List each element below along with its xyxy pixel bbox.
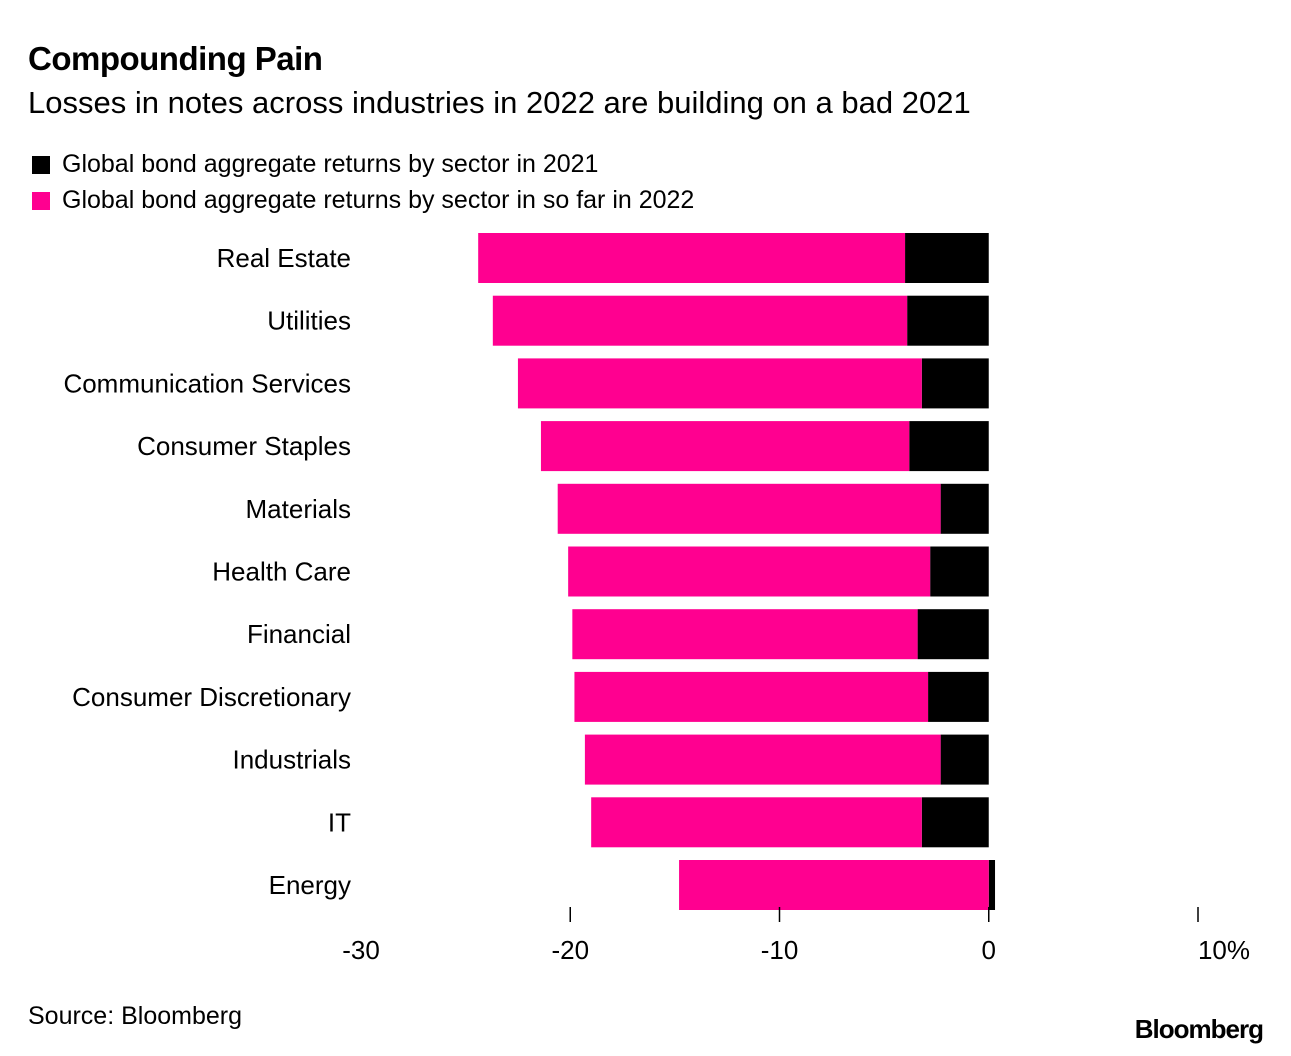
bar-2022 [568, 546, 931, 597]
category-label: Consumer Staples [137, 431, 351, 461]
legend-item-2021: Global bond aggregate returns by sector … [32, 150, 598, 179]
x-tick-label: 0 [982, 935, 996, 965]
category-label: Communication Services [63, 368, 351, 398]
category-label: Consumer Discretionary [72, 682, 351, 712]
bar-2022 [492, 295, 908, 346]
legend-label-2021: Global bond aggregate returns by sector … [62, 150, 599, 178]
legend-swatch-2021 [32, 155, 50, 174]
bar-2022 [517, 358, 922, 409]
bar-2021 [940, 483, 989, 534]
category-label: Industrials [233, 745, 352, 775]
bar-2021 [907, 295, 989, 346]
bar-2021 [909, 421, 989, 472]
chart-subtitle: Losses in notes across industries in 202… [28, 85, 971, 120]
bar-2022 [584, 734, 941, 785]
category-label: Financial [247, 619, 351, 649]
x-tick-label: 10% [1198, 935, 1250, 965]
category-label: Materials [246, 494, 351, 524]
legend-label-2022: Global bond aggregate returns by sector … [62, 186, 695, 214]
bar-2021 [988, 860, 996, 910]
category-label: Health Care [212, 557, 351, 587]
bar-2021 [921, 797, 989, 848]
chart-title: Compounding Pain [28, 40, 323, 77]
bar-2021 [930, 546, 989, 597]
category-label: Utilities [267, 306, 351, 336]
bar-2022 [540, 421, 910, 472]
legend-swatch-2022 [32, 191, 50, 210]
x-tick-label: -30 [342, 935, 380, 965]
bar-2021 [928, 671, 989, 722]
bloomberg-logo: Bloomberg [1134, 1014, 1264, 1044]
bar-2021 [905, 233, 989, 283]
bar-2021 [921, 358, 989, 409]
category-label: Real Estate [217, 243, 351, 273]
bar-2022 [572, 609, 918, 660]
bar-2021 [940, 734, 989, 785]
x-tick-label: -20 [551, 935, 589, 965]
bar-2021 [917, 609, 989, 660]
bar-2022 [557, 483, 941, 534]
bar-2022 [478, 233, 906, 283]
bar-2022 [679, 860, 989, 910]
legend-item-2022: Global bond aggregate returns by sector … [32, 186, 694, 215]
x-tick-label: -10 [761, 935, 799, 965]
category-label: Energy [269, 870, 351, 900]
bar-2022 [591, 797, 922, 848]
source-note: Source: Bloomberg [28, 1002, 243, 1030]
category-label: IT [328, 807, 351, 837]
bar-2022 [574, 671, 929, 722]
